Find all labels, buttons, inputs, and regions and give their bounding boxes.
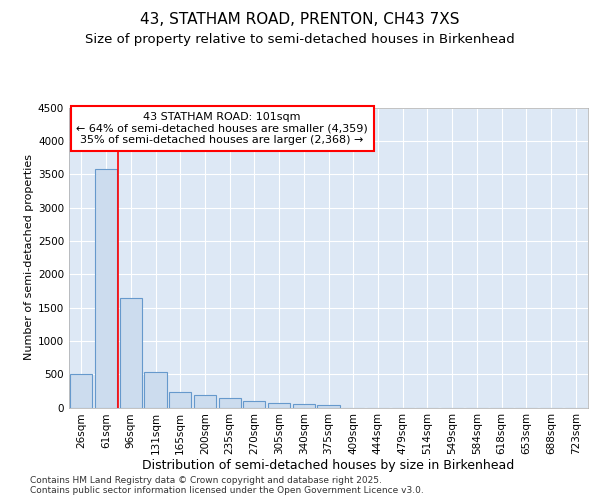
Bar <box>169 392 191 407</box>
X-axis label: Distribution of semi-detached houses by size in Birkenhead: Distribution of semi-detached houses by … <box>142 458 515 471</box>
Bar <box>145 372 167 408</box>
Bar <box>317 405 340 407</box>
Bar <box>218 398 241 407</box>
Text: Size of property relative to semi-detached houses in Birkenhead: Size of property relative to semi-detach… <box>85 32 515 46</box>
Bar <box>70 374 92 408</box>
Bar <box>194 395 216 407</box>
Text: 43 STATHAM ROAD: 101sqm
← 64% of semi-detached houses are smaller (4,359)
35% of: 43 STATHAM ROAD: 101sqm ← 64% of semi-de… <box>76 112 368 145</box>
Bar <box>268 403 290 407</box>
Text: Contains HM Land Registry data © Crown copyright and database right 2025.
Contai: Contains HM Land Registry data © Crown c… <box>30 476 424 495</box>
Bar <box>95 169 117 408</box>
Bar <box>243 401 265 407</box>
Y-axis label: Number of semi-detached properties: Number of semi-detached properties <box>24 154 34 360</box>
Text: 43, STATHAM ROAD, PRENTON, CH43 7XS: 43, STATHAM ROAD, PRENTON, CH43 7XS <box>140 12 460 28</box>
Bar <box>293 404 315 407</box>
Bar <box>119 298 142 408</box>
